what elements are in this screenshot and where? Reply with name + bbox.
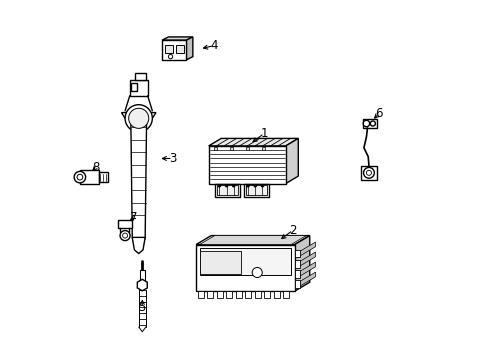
Bar <box>294 270 300 278</box>
Bar <box>217 291 222 298</box>
Bar <box>135 73 145 80</box>
Bar <box>294 280 300 288</box>
Bar <box>283 291 288 298</box>
Bar <box>235 291 241 298</box>
Text: 1: 1 <box>260 127 267 140</box>
Bar <box>245 291 251 298</box>
Bar <box>175 45 183 53</box>
Bar <box>140 270 144 280</box>
Bar <box>200 251 241 274</box>
Bar <box>273 291 279 298</box>
Circle shape <box>261 185 263 187</box>
Bar <box>254 291 260 298</box>
Bar <box>99 172 107 182</box>
Polygon shape <box>208 138 298 146</box>
Bar <box>164 45 173 53</box>
Polygon shape <box>121 113 156 118</box>
Circle shape <box>366 170 371 175</box>
Bar <box>208 146 285 184</box>
Circle shape <box>168 54 172 59</box>
Circle shape <box>252 267 262 278</box>
Text: 7: 7 <box>129 211 137 224</box>
Bar <box>294 250 300 257</box>
Bar <box>207 291 213 298</box>
Bar <box>199 248 290 275</box>
Bar <box>196 244 294 291</box>
Circle shape <box>363 167 373 178</box>
Circle shape <box>363 120 369 127</box>
Polygon shape <box>137 279 147 291</box>
Circle shape <box>246 185 249 187</box>
Circle shape <box>218 185 220 187</box>
Polygon shape <box>162 37 192 40</box>
Circle shape <box>120 230 130 240</box>
Text: 6: 6 <box>374 107 382 120</box>
Text: 5: 5 <box>138 301 146 314</box>
Polygon shape <box>300 252 315 266</box>
Polygon shape <box>199 235 305 244</box>
Circle shape <box>74 171 85 183</box>
Bar <box>118 220 132 228</box>
Circle shape <box>125 105 152 132</box>
Polygon shape <box>131 118 146 244</box>
Bar <box>362 119 376 128</box>
Bar <box>215 184 240 197</box>
Bar <box>162 40 186 60</box>
Text: 2: 2 <box>288 224 296 237</box>
Circle shape <box>232 185 234 187</box>
Polygon shape <box>132 237 145 253</box>
Bar <box>230 147 233 150</box>
Circle shape <box>369 121 375 126</box>
Bar <box>80 170 99 184</box>
Circle shape <box>225 185 227 187</box>
Bar <box>262 147 265 150</box>
Bar <box>214 147 217 150</box>
Bar <box>129 80 147 96</box>
Bar <box>226 291 232 298</box>
Bar <box>294 260 300 267</box>
Circle shape <box>77 174 82 180</box>
Polygon shape <box>300 242 315 256</box>
Bar <box>360 166 376 180</box>
Polygon shape <box>196 235 309 244</box>
Bar <box>264 291 270 298</box>
Bar <box>198 291 203 298</box>
Polygon shape <box>300 272 315 286</box>
Bar <box>244 184 268 197</box>
Circle shape <box>128 108 148 129</box>
Text: 8: 8 <box>92 161 99 174</box>
Circle shape <box>254 185 256 187</box>
Polygon shape <box>186 37 192 60</box>
Polygon shape <box>285 138 298 184</box>
Text: 4: 4 <box>210 39 217 52</box>
Text: 3: 3 <box>169 152 176 165</box>
Polygon shape <box>300 262 315 276</box>
Bar <box>246 147 249 150</box>
Bar <box>217 185 238 195</box>
Bar <box>245 185 266 195</box>
Circle shape <box>122 233 127 238</box>
Bar <box>131 83 136 91</box>
Polygon shape <box>294 235 309 291</box>
